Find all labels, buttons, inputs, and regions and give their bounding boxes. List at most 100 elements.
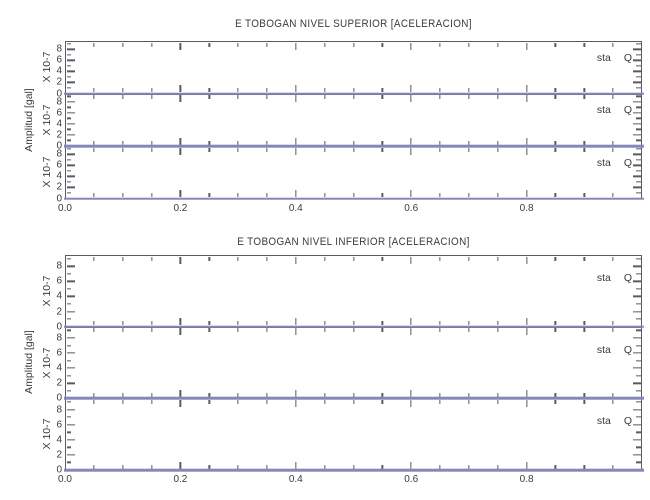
x-tick bbox=[525, 399, 528, 407]
x-tick bbox=[352, 392, 355, 397]
x-tick bbox=[237, 464, 239, 469]
y-tick bbox=[636, 139, 641, 142]
subplot-frame-1-0 bbox=[65, 255, 642, 327]
x-tick bbox=[208, 399, 210, 404]
y-tick bbox=[632, 367, 641, 369]
x-tick bbox=[237, 256, 239, 261]
y-tick bbox=[632, 352, 641, 354]
x-tick bbox=[266, 321, 268, 326]
subplot-frame-0-0 bbox=[65, 41, 642, 94]
station-code: Q bbox=[623, 156, 632, 169]
y-tick-label: 8 bbox=[56, 260, 62, 272]
y-tick bbox=[636, 375, 641, 377]
x-tick bbox=[150, 42, 153, 47]
y-tick bbox=[632, 164, 641, 166]
x-tick bbox=[497, 328, 499, 333]
x-tick bbox=[150, 464, 153, 469]
x-tick bbox=[352, 140, 355, 145]
y-tick bbox=[632, 175, 641, 178]
x-tick bbox=[525, 147, 528, 155]
x-tick bbox=[410, 399, 412, 407]
y-tick bbox=[66, 153, 75, 155]
y-tick bbox=[66, 258, 71, 260]
station-annotation: sta Q bbox=[597, 52, 632, 64]
x-tick bbox=[150, 256, 153, 261]
x-tick bbox=[525, 318, 528, 326]
y-tick bbox=[66, 170, 71, 172]
panel-inferior-y-axis-label: Amplitud [gal] bbox=[23, 330, 35, 394]
x-tick bbox=[468, 328, 470, 333]
y-tick bbox=[636, 87, 641, 89]
x-tick bbox=[323, 392, 326, 397]
x-tick bbox=[410, 328, 412, 336]
x-tick bbox=[612, 147, 614, 152]
x-tick bbox=[93, 328, 95, 333]
x-tick bbox=[208, 256, 210, 261]
x-tick bbox=[352, 193, 355, 197]
y-tick bbox=[636, 359, 641, 362]
y-tick bbox=[636, 446, 641, 449]
x-tick-label: 0.0 bbox=[58, 474, 72, 485]
y-tick bbox=[66, 76, 71, 78]
x-tick-label: 0.6 bbox=[404, 203, 419, 214]
x-tick bbox=[439, 147, 441, 152]
station-word: sta bbox=[596, 343, 611, 356]
y-tick bbox=[632, 186, 641, 189]
x-tick bbox=[525, 95, 528, 102]
station-word: sta bbox=[596, 104, 611, 117]
y-tick bbox=[636, 106, 641, 108]
y-tick bbox=[66, 59, 75, 61]
x-tick bbox=[93, 464, 95, 469]
x-tick bbox=[237, 88, 239, 92]
y-tick bbox=[66, 101, 75, 103]
y-tick bbox=[636, 128, 641, 131]
x-tick bbox=[208, 42, 210, 47]
x-tick bbox=[525, 328, 528, 336]
y-tick bbox=[66, 303, 71, 305]
x-tick bbox=[554, 464, 557, 469]
x-tick bbox=[468, 193, 470, 197]
x-tick bbox=[122, 464, 124, 469]
x-tick bbox=[266, 193, 268, 197]
x-tick bbox=[583, 321, 585, 326]
y-tick-label: 6 bbox=[56, 275, 62, 287]
y-tick bbox=[66, 192, 71, 194]
y-tick bbox=[632, 337, 641, 339]
y-tick bbox=[66, 424, 75, 426]
x-tick bbox=[150, 321, 153, 326]
x-tick bbox=[266, 140, 268, 145]
y-tick bbox=[66, 344, 71, 347]
y-tick bbox=[66, 461, 71, 464]
y-tick-label: 4 bbox=[56, 434, 62, 446]
x-tick bbox=[352, 88, 355, 92]
spectrum-zero-line-0-2 bbox=[64, 197, 644, 200]
spectrum-zero-line-0-1 bbox=[64, 144, 644, 148]
y-tick bbox=[632, 454, 641, 456]
x-tick bbox=[612, 256, 614, 261]
y-tick bbox=[66, 81, 75, 84]
x-tick bbox=[352, 399, 355, 404]
x-tick bbox=[612, 42, 614, 47]
x-tick bbox=[208, 392, 210, 397]
spectrum-zero-line-1-2 bbox=[64, 468, 644, 472]
y-tick bbox=[636, 329, 641, 332]
x-tick bbox=[439, 140, 441, 145]
y-tick bbox=[636, 159, 641, 161]
y-tick bbox=[66, 139, 71, 142]
station-annotation: sta Q bbox=[597, 157, 632, 169]
y-tick bbox=[636, 303, 641, 305]
x-tick bbox=[295, 256, 297, 264]
x-tick bbox=[410, 95, 412, 102]
station-annotation: sta Q bbox=[597, 415, 632, 427]
x-tick bbox=[237, 328, 239, 333]
x-tick bbox=[295, 318, 297, 326]
x-tick bbox=[93, 193, 95, 197]
y-scale-label: X 10-7 bbox=[41, 275, 53, 307]
station-code: Q bbox=[623, 271, 632, 284]
x-tick bbox=[150, 328, 153, 333]
y-tick-label: 2 bbox=[56, 377, 62, 389]
y-tick-label: 4 bbox=[56, 290, 62, 302]
y-scale-label: X 10-7 bbox=[41, 347, 53, 378]
spectrum-zero-line-1-0 bbox=[64, 325, 644, 328]
